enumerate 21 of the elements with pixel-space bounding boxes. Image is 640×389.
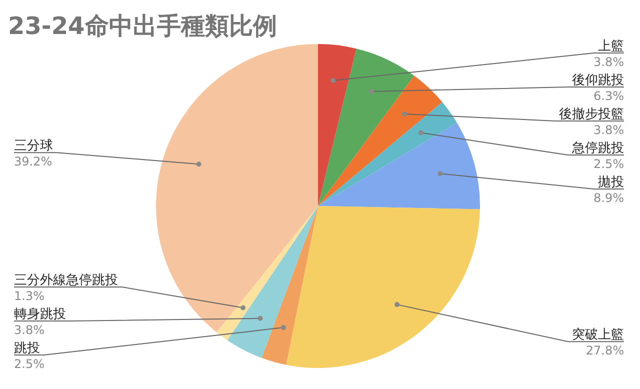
data-label: 6.3%	[594, 89, 624, 103]
data-label: 8.9%	[594, 191, 624, 205]
data-label: 3.8%	[14, 323, 44, 337]
data-label: 2.5%	[14, 357, 44, 371]
slice-label: 轉身跳投	[14, 307, 66, 322]
data-label: 39.2%	[14, 154, 52, 169]
data-label: 1.3%	[14, 289, 44, 303]
slice-label: 三分球	[14, 138, 53, 154]
slice-label: 跳投	[14, 341, 40, 356]
slice-label: 後仰跳投	[572, 73, 624, 88]
slice-label: 三分外線急停跳投	[14, 273, 118, 288]
data-label: 27.8%	[586, 344, 624, 358]
slice-label: 急停跳投	[571, 141, 624, 156]
chart-title: 23-24命中出手種類比例	[8, 12, 277, 40]
slice-label: 後撤步投籃	[559, 107, 624, 122]
slice-label: 拋投	[598, 175, 624, 190]
data-label: 3.8%	[594, 123, 624, 137]
slice-label: 上籃	[598, 39, 624, 54]
data-label: 2.5%	[594, 157, 624, 171]
data-label: 3.8%	[594, 55, 624, 69]
slice-label: 突破上籃	[572, 328, 624, 343]
